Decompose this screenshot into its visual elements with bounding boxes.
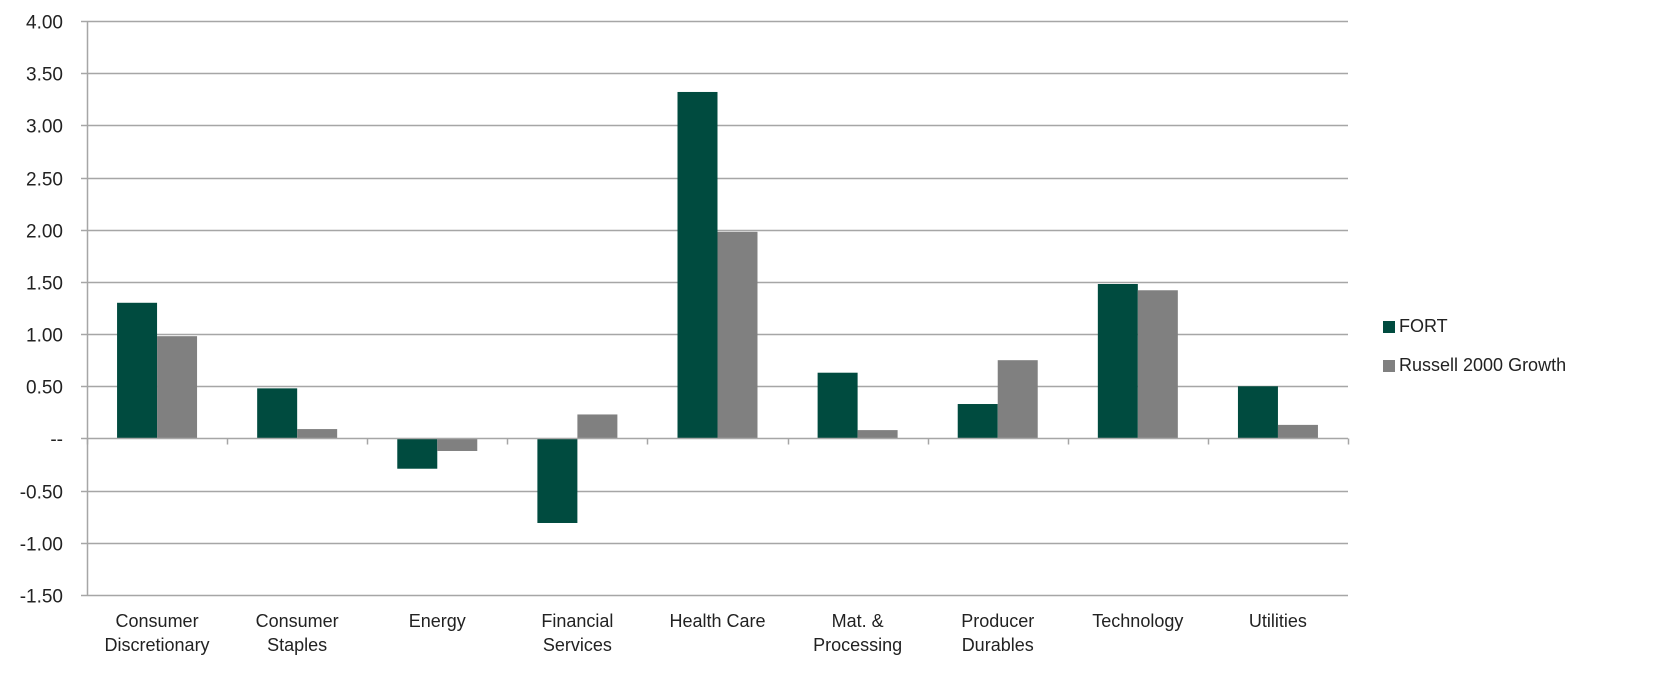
- bar-fort: [257, 388, 298, 439]
- x-category-label: Health Care: [669, 611, 765, 631]
- legend-label: FORT: [1399, 316, 1448, 336]
- x-category-label: Financial: [541, 611, 613, 631]
- bar-russell-2000-growth: [437, 438, 478, 451]
- legend-swatch: [1383, 321, 1395, 333]
- y-axis-tick-labels: 4.00 3.50 3.00 2.50 2.00 1.50 1.00 0.50 -- -0.50 -…: [20, 13, 63, 608]
- bar-fort: [817, 372, 858, 439]
- x-category-label: Consumer: [256, 611, 339, 631]
- x-category-label: Durables: [962, 635, 1034, 655]
- legend: FORT Russell 2000 Growth: [1383, 316, 1566, 375]
- bar-russell-2000-growth: [1137, 290, 1178, 439]
- legend-label: Russell 2000 Growth: [1399, 355, 1566, 375]
- bar-russell-2000-growth: [577, 414, 618, 439]
- bar-fort: [397, 438, 438, 469]
- y-tick-label: 1.00: [26, 326, 63, 347]
- x-category-label: Processing: [813, 635, 902, 655]
- y-tick-label: 2.00: [26, 222, 63, 243]
- x-category-label: Services: [543, 635, 612, 655]
- bar-fort: [117, 302, 158, 439]
- y-tick-label: 4.00: [26, 13, 63, 34]
- y-tick-label: 1.50: [26, 274, 63, 295]
- bar-russell-2000-growth: [717, 231, 758, 439]
- bar-russell-2000-growth: [297, 429, 338, 439]
- x-axis-category-labels: Consumer Discretionary Consumer Staples Ener…: [105, 611, 1307, 655]
- bar-fort: [1097, 283, 1138, 439]
- y-tick-label: -0.50: [20, 483, 63, 504]
- bar-fort: [957, 404, 998, 439]
- legend-item: FORT: [1383, 316, 1448, 336]
- x-category-label: Discretionary: [105, 635, 210, 655]
- y-tick-label: 3.50: [26, 65, 63, 86]
- x-category-label: Staples: [267, 635, 327, 655]
- x-category-label: Producer: [961, 611, 1034, 631]
- bar-russell-2000-growth: [857, 430, 898, 439]
- y-tick-label: -1.50: [20, 587, 63, 608]
- bar-russell-2000-growth: [157, 336, 198, 439]
- y-tick-label: 0.50: [26, 378, 63, 399]
- bar-fort: [537, 438, 578, 523]
- bars: [117, 91, 1318, 523]
- axes: [81, 20, 1350, 597]
- bar-fort: [677, 91, 718, 439]
- bar-fort: [1237, 386, 1278, 439]
- bar-russell-2000-growth: [1277, 424, 1318, 439]
- x-category-label: Technology: [1092, 611, 1183, 631]
- legend-swatch: [1383, 360, 1395, 372]
- y-tick-label: -1.00: [20, 535, 63, 556]
- x-category-label: Mat. &: [832, 611, 884, 631]
- legend-item: Russell 2000 Growth: [1383, 355, 1566, 375]
- x-category-label: Energy: [409, 611, 466, 631]
- x-category-label: Utilities: [1249, 611, 1307, 631]
- y-tick-label: --: [50, 430, 63, 451]
- bar-russell-2000-growth: [997, 360, 1038, 439]
- y-tick-label: 3.00: [26, 117, 63, 138]
- y-tick-label: 2.50: [26, 170, 63, 191]
- x-category-label: Consumer: [116, 611, 199, 631]
